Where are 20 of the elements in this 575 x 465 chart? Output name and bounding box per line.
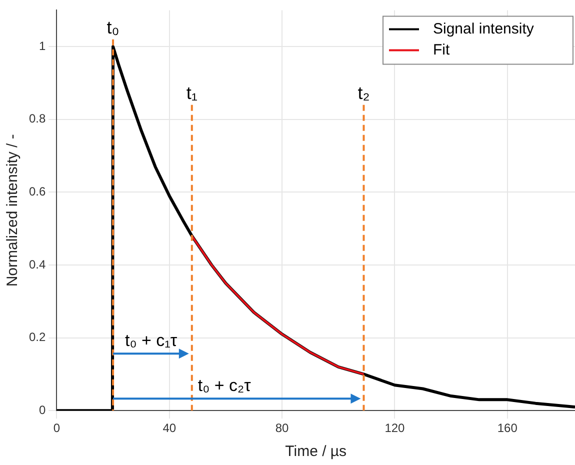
- x-axis-title: Time / µs: [285, 443, 347, 460]
- ref-line-label: t₀: [106, 17, 120, 38]
- x-tick-label: 120: [384, 421, 406, 436]
- y-tick-label: 0.2: [28, 330, 46, 344]
- x-tick-label: 0: [53, 421, 60, 436]
- x-tick-label: 160: [497, 421, 518, 436]
- y-tick-label: 0.8: [28, 112, 46, 126]
- x-tick-label: 80: [275, 421, 290, 436]
- annotation: t₀ + c₂τ: [198, 376, 252, 395]
- y-tick-label: 0.4: [28, 257, 46, 272]
- ref-line-label: t₂: [358, 82, 370, 103]
- x-tick-label: 40: [162, 421, 176, 436]
- y-axis-title: Normalized intensity / -: [4, 134, 22, 287]
- y-tick-label: 1: [38, 38, 46, 53]
- legend-label: Fit: [433, 41, 450, 58]
- y-tick-label: 0.6: [28, 184, 46, 199]
- legend-label: Signal intensity: [433, 20, 534, 38]
- ref-line-label: t₁: [186, 82, 198, 103]
- y-tick-label: 0: [38, 402, 46, 417]
- annotation: t₀ + c₁τ: [125, 330, 178, 350]
